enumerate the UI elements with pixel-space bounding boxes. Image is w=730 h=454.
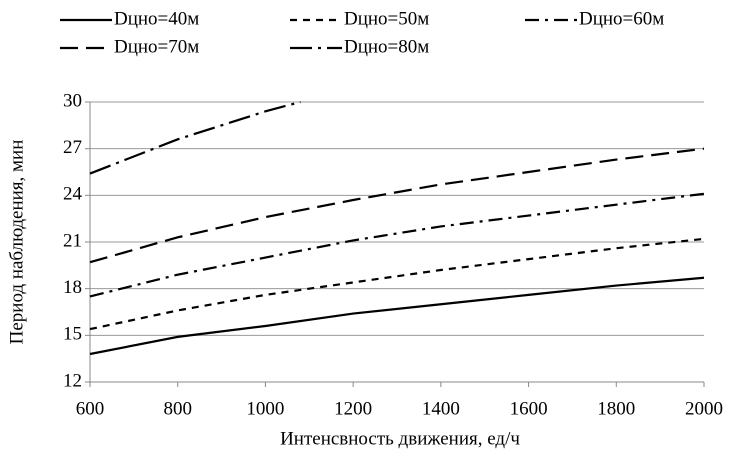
series-line bbox=[89, 192, 705, 298]
legend-label: Dцно=50м bbox=[344, 8, 429, 29]
legend-label: Dцно=80м bbox=[344, 36, 429, 57]
x-tick-label: 2000 bbox=[685, 398, 723, 419]
x-tick-label: 600 bbox=[76, 398, 105, 419]
y-tick-label: 18 bbox=[63, 277, 82, 298]
x-tick-label: 1000 bbox=[246, 398, 284, 419]
y-tick-label: 15 bbox=[63, 324, 82, 345]
legend-label: Dцно=70м bbox=[114, 36, 199, 57]
y-tick-label: 30 bbox=[63, 90, 82, 111]
x-axis-label: Интенсвность движения, ед/ч bbox=[280, 428, 520, 449]
y-tick-label: 24 bbox=[63, 184, 83, 205]
x-tick-label: 1600 bbox=[510, 398, 548, 419]
series-line bbox=[89, 237, 705, 331]
y-tick-label: 21 bbox=[63, 230, 82, 251]
x-tick-label: 1200 bbox=[334, 398, 372, 419]
x-tick-label: 1400 bbox=[422, 398, 460, 419]
y-tick-label: 27 bbox=[63, 137, 82, 158]
series-line bbox=[89, 276, 705, 356]
series-line bbox=[89, 147, 705, 264]
legend-label: Dцно=40м bbox=[114, 8, 199, 29]
y-axis-label: Период наблюдения, мин bbox=[6, 140, 27, 345]
x-tick-label: 1800 bbox=[597, 398, 635, 419]
legend-label: Dцно=60м bbox=[579, 8, 664, 29]
x-tick-label: 800 bbox=[163, 398, 192, 419]
y-tick-label: 12 bbox=[63, 370, 82, 391]
series-line bbox=[89, 100, 301, 175]
